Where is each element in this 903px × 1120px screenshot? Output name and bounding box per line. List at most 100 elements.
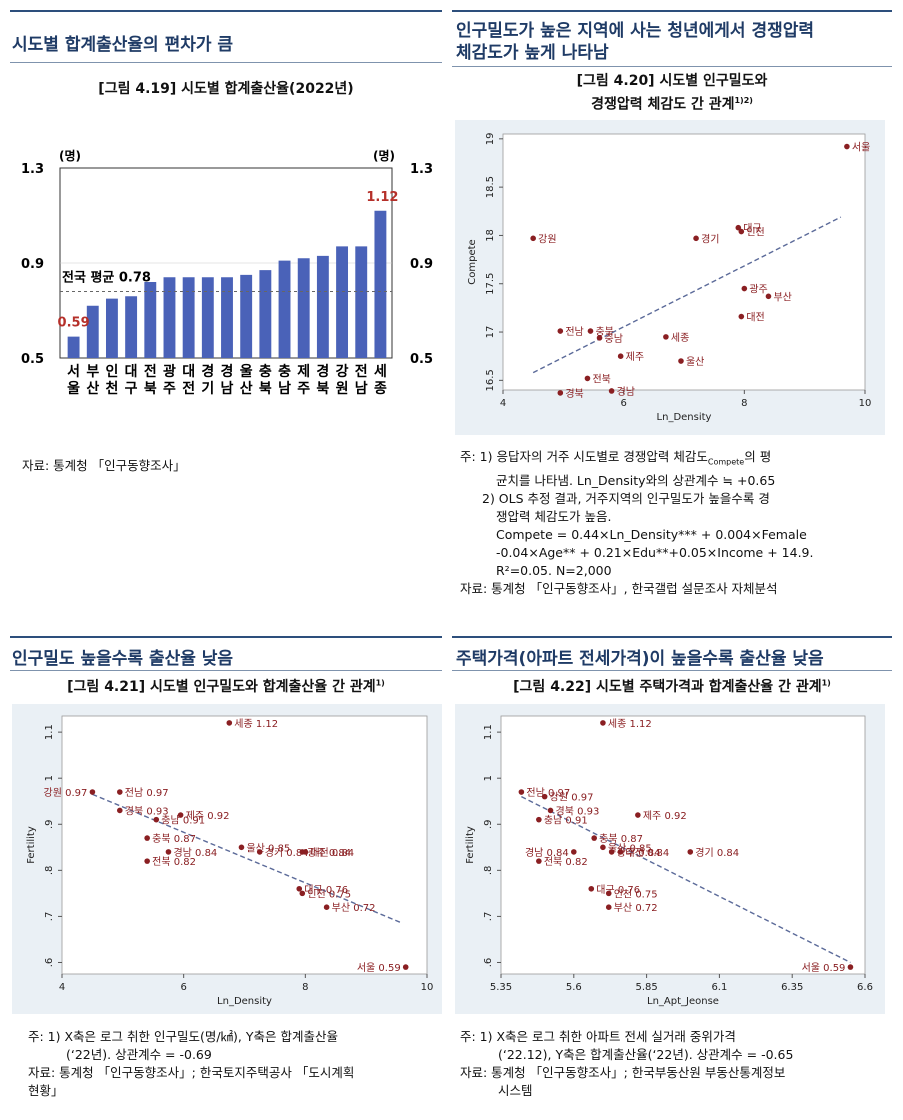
point-label: 전남 [565,326,583,338]
scatter-density-fertility: 4 6 8 10 .6 .7 .8 .9 1 1.1 Ln_Density Fertility 세종 1… [26,715,433,1007]
point-label: 강원 [538,233,556,245]
y-tick-label: .7 [483,912,494,922]
figure-4-21-notes: 주: 1) X축은 로그 취한 인구밀도(명/㎢), Y축은 합계출산율 (‘2… [28,1028,444,1100]
point-label: 전남 0.97 [125,787,169,799]
x-tick-label: 6 [620,398,626,409]
point-label: 충북 0.87 [599,833,643,845]
note-4-22-1-line1: 주: 1) X축은 로그 취한 아파트 전세 실거래 중위가격 [460,1029,736,1044]
note-4-20-1-line2: 균치를 나타냄. Ln_Density와의 상관계수 ≒ +0.65 [496,472,776,488]
category-label: 충 [278,364,291,380]
category-label: 경 [221,363,234,380]
bar [201,277,214,358]
category-label: 울 [240,363,253,380]
y-tick-right: 0.9 [410,257,433,272]
fit-line [521,795,851,964]
data-point [844,143,850,150]
section-title-density-fertility: 인구밀도 높을수록 출산율 낮음 [12,649,234,669]
category-label: 울 [67,380,80,397]
bar [240,274,253,358]
plot-area [61,715,428,975]
note-4-21-source-line1: 자료: 통계청 「인구동향조사」; 한국토지주택공사 「도시계획 [28,1065,355,1080]
bar [105,298,118,358]
data-point [765,293,772,300]
figure-title-4-21: [그림 4.21] 시도별 인구밀도와 합계출산율 간 관계1) [14,676,438,696]
category-label: 북 [144,381,157,397]
bar [86,305,99,358]
point-label: 강원 0.97 [550,792,594,804]
figure-4-22-panel: 5.35 5.6 5.85 6.1 6.35 6.6 .6 .7 .8 .9 1 1.1 Ln_Apt_… [455,704,885,1014]
note-4-20-2-line5: R²=0.05. N=2,000 [496,562,612,578]
note-4-20-1b: 의 평 [744,449,772,464]
x-axis-label: Ln_Density [217,996,272,1007]
point-label: 전북 [592,373,610,385]
data-point [144,858,150,864]
bar [144,282,157,358]
figure-title-4-19: [그림 4.19] 시도별 합계출산율(2022년) [98,81,354,97]
figure-4-21-panel: 4 6 8 10 .6 .7 .8 .9 1 1.1 Ln_Density Fertility 세종 1… [12,704,442,1014]
note-4-20-2-line3: Compete = 0.44×Ln_Density*** + 0.004×Fem… [496,526,807,542]
data-point [693,235,699,242]
scatter-housing-fertility: 5.35 5.6 5.85 6.1 6.35 6.6 .6 .7 .8 .9 1 1.1 Ln_Apt_… [465,715,873,1007]
category-label: 제 [297,364,310,380]
fit-line [92,793,403,924]
section-title-line-2: 체감도가 높게 나타남 [456,43,609,63]
point-label: 부산 [773,291,791,303]
note-4-20-1-sub: Compete [707,457,745,467]
category-label: 산 [86,380,99,397]
category-label: 광 [163,363,176,380]
y-tick-label: 17.5 [485,273,496,295]
point-label: 경북 [565,387,583,400]
point-label: 대전 0.84 [625,847,669,859]
figure-title-4-21-footnote-mark: 1) [375,678,385,688]
figure-title-4-22-text: [그림 4.22] 시도별 주택가격과 합계출산율 간 관계 [513,679,822,695]
note-4-20-2-line4: -0.04×Age** + 0.21×Edu**+0.05×Income + 1… [496,544,814,560]
data-point [226,720,233,726]
y-tick-right: 0.5 [410,352,433,367]
bar [163,277,176,358]
category-label: 주 [297,381,310,397]
figure-4-20-panel: 4 6 8 10 16.5 17 17.5 18 18.5 19 Ln_Density Compete… [455,120,885,435]
note-4-22-source-line1: 자료: 통계청 「인구동향조사」; 한국부동산원 부동산통계정보 [460,1065,786,1080]
point-label: 충남 [605,333,623,345]
category-label: 부 [86,364,99,380]
point-label: 경기 0.84 [265,846,309,859]
figure-title-4-22: [그림 4.22] 시도별 주택가격과 합계출산율 간 관계1) [456,676,888,696]
y-tick-label: 17 [485,326,496,339]
bar [374,210,387,358]
section-title-line-1: 인구밀도가 높은 지역에 사는 청년에게서 경쟁압력 [456,21,815,41]
data-point [547,807,554,814]
category-label: 충 [259,364,272,380]
point-label: 대전 0.84 [310,847,354,859]
data-point [738,313,745,320]
point-label: 강원 0.97 [44,787,88,799]
figure-title-4-21-text: [그림 4.21] 시도별 인구밀도와 합계출산율 간 관계 [67,679,376,695]
figure-title-4-20: [그림 4.20] 시도별 인구밀도와 경쟁압력 체감도 간 관계1)2) [460,72,884,115]
max-value-label: 1.12 [366,190,398,205]
data-point [144,835,150,841]
figure-title-4-20-line-2: 경쟁압력 체감도 간 관계 [591,96,735,113]
data-point [591,835,597,841]
note-4-20-source: 자료: 통계청 「인구동향조사」, 한국갤럽 설문조사 자체분석 [460,580,778,596]
data-point [608,388,615,394]
category-label: 강 [336,363,349,380]
data-point [608,849,615,855]
y-tick-label: .8 [44,866,55,876]
bar [297,258,310,358]
national-average-label: 전국 평균 0.78 [62,270,151,286]
bar [67,336,80,358]
y-tick-label: 18.5 [485,176,496,198]
point-label: 충남 0.91 [161,815,205,827]
data-point [663,334,669,340]
category-label: 남 [355,380,368,397]
data-point [116,807,123,814]
note-4-21-1-line2: (‘22년). 상관계수 = -0.69 [66,1047,212,1062]
category-label: 서 [67,364,80,380]
category-label: 남 [221,380,234,397]
category-label: 구 [125,381,138,397]
category-label: 전 [144,363,157,380]
point-label: 경기 [701,232,719,245]
data-point [177,812,184,818]
figure-4-20-notes: 주: 1) 응답자의 거주 시도별로 경쟁압력 체감도Compete의 평 균치… [460,448,885,598]
data-point [536,816,542,823]
data-point [238,844,245,851]
